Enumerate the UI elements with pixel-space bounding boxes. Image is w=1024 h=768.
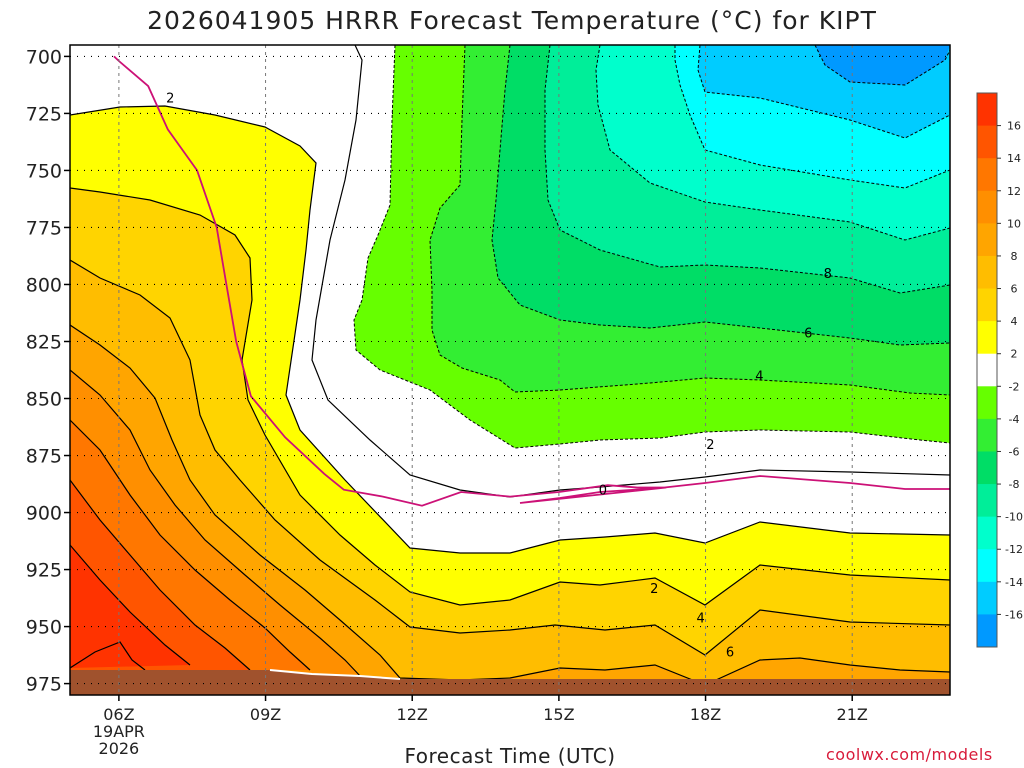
colorbar-swatch (977, 288, 997, 322)
isotherm-16C (70, 544, 191, 666)
y-tick-label-950: 950 (26, 617, 62, 639)
colorbar-label: 6 (1011, 283, 1018, 296)
isotherm-neg6C (491, 45, 950, 346)
contour-label: 8 (824, 267, 832, 282)
y-tick-label-825: 825 (26, 331, 62, 353)
colorbar-swatch (977, 451, 997, 485)
y-tick-label-850: 850 (26, 389, 62, 411)
y-tick-label-875: 875 (26, 446, 62, 468)
isotherm-neg10C (595, 45, 950, 241)
contour-overlays: 2 0 2 4 6 2 4 6 8 (113, 55, 950, 661)
isotherm-10C (70, 369, 363, 679)
colorbar-label: 16 (1007, 120, 1021, 133)
y-tick-label-900: 900 (26, 503, 62, 525)
isotherm-neg4C (429, 45, 950, 396)
isotherm-14C (70, 479, 251, 671)
colorbar: 16 14 12 10 8 6 4 2 -2 -4 -6 -8 -10 -12 -14 -16 (976, 92, 1023, 648)
grid-lines (70, 45, 950, 695)
colorbar-swatch (977, 581, 997, 615)
cold-isotherms (353, 45, 950, 449)
colorbar-label: -10 (1005, 511, 1023, 524)
temp-band-8-to-10 (70, 325, 950, 695)
x-tick-label-15Z: 15Z (543, 705, 574, 724)
colorbar-label: -4 (1009, 413, 1020, 426)
temp-band-neg16-to-neg18 (815, 45, 950, 85)
colorbar-swatch (977, 93, 997, 127)
colorbar-label: 4 (1011, 315, 1018, 328)
isotherm-neg12C (674, 45, 950, 189)
plot-frame (69, 44, 951, 696)
y-tick-label-975: 975 (26, 674, 62, 696)
y-tick-label-700: 700 (26, 46, 62, 68)
temp-band-16-to-18 (70, 545, 190, 668)
contour-label: 6 (804, 326, 812, 341)
x-tick-label-21Z: 21Z (837, 705, 868, 724)
isotherm-6C (70, 259, 950, 656)
contour-label: 6 (726, 646, 734, 661)
colorbar-label: -12 (1005, 543, 1023, 556)
colorbar-swatch (977, 190, 997, 224)
colorbar-swatch (977, 484, 997, 518)
contour-label: 2 (706, 438, 714, 453)
colorbar-swatch (977, 418, 997, 452)
x-tick-label-09Z: 09Z (250, 705, 281, 724)
contour-label: 2 (650, 582, 658, 597)
surface-line (269, 669, 401, 680)
isotherm-4C (70, 187, 950, 606)
isotherm-neg16C (814, 45, 950, 86)
x-tick-sublabel: 2026 (99, 739, 140, 758)
colorbar-swatch (977, 353, 997, 387)
surface-ground (70, 670, 950, 695)
y-tick-label-800: 800 (26, 274, 62, 296)
contour-label: 0 (599, 484, 607, 499)
colorbar-label: 12 (1007, 185, 1021, 198)
colorbar-swatch (977, 158, 997, 192)
colorbar-label: -2 (1009, 380, 1020, 393)
colorbar-swatch (977, 255, 997, 290)
y-tick-label-925: 925 (26, 560, 62, 582)
colorbar-swatch (977, 614, 997, 648)
plot-area: 2 0 2 4 6 2 4 6 8 (70, 45, 950, 695)
colorbar-swatch (977, 125, 997, 159)
colorbar-frame (976, 92, 998, 648)
isotherm-0C (113, 55, 950, 507)
contour-label: 4 (697, 611, 705, 626)
colorbar-label: 10 (1007, 217, 1021, 230)
y-tick-label-725: 725 (26, 103, 62, 125)
colorbar-label: 2 (1011, 348, 1018, 361)
isotherm-neg14C (697, 45, 950, 139)
y-tick-label-775: 775 (26, 217, 62, 239)
colorbar-swatch (977, 386, 997, 420)
chart-title: 2026041905 HRRR Forecast Temperature (°C… (147, 6, 877, 35)
x-tick-label-18Z: 18Z (690, 705, 721, 724)
y-tick-label-750: 750 (26, 160, 62, 182)
axes: 70072575077580082585087590092595097506Z1… (26, 46, 868, 758)
isotherm-2C-upper (70, 105, 950, 554)
contour-label: 4 (755, 370, 763, 385)
x-tick-label-12Z: 12Z (397, 705, 428, 724)
credit-link[interactable]: coolwx.com/models (826, 745, 993, 764)
colorbar-label: -16 (1005, 608, 1023, 621)
colorbar-swatch (977, 549, 997, 583)
contour-label: 2 (166, 91, 174, 106)
warm-isotherms (70, 105, 950, 686)
colorbar-label: -6 (1009, 445, 1020, 458)
colorbar-label: 8 (1011, 250, 1018, 263)
isotherm-neg2C (353, 45, 950, 449)
isotherm-neg8C (544, 45, 950, 294)
colorbar-swatch (977, 321, 997, 355)
isotherm-12C (70, 419, 311, 671)
colorbar-swatch (977, 223, 997, 257)
x-axis-label: Forecast Time (UTC) (404, 744, 616, 768)
colorbar-label: -8 (1009, 478, 1020, 491)
colorbar-swatch (977, 516, 997, 550)
isotherm-18C (70, 641, 146, 671)
x-tick-label-06Z: 06Z (103, 705, 134, 724)
x-tick-sublabel: 19APR (93, 722, 145, 741)
colorbar-label: -14 (1005, 576, 1023, 589)
isotherm-2C-lower (311, 45, 950, 498)
colorbar-label: 14 (1007, 152, 1021, 165)
